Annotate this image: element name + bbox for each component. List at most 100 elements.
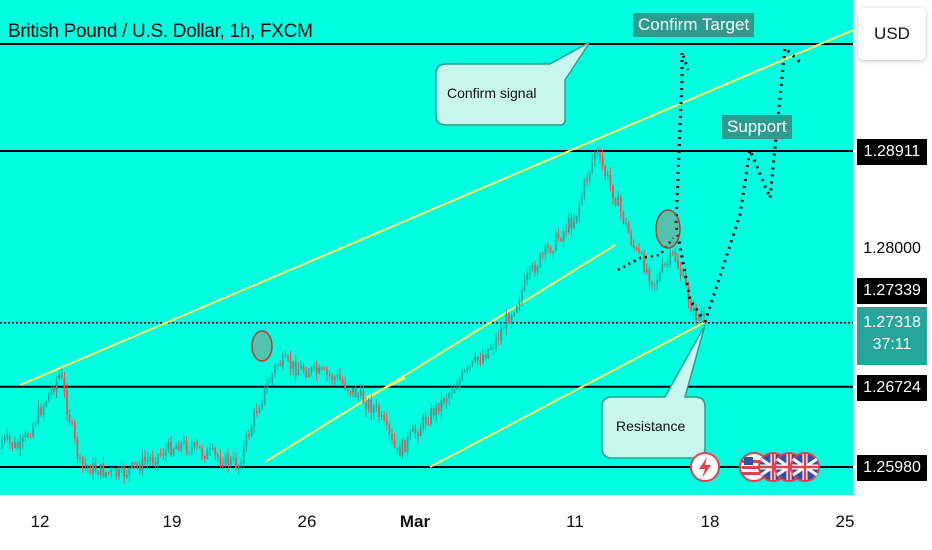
- candle-body: [697, 315, 700, 321]
- candle-body: [669, 252, 672, 264]
- time-tick-label: 11: [566, 512, 584, 531]
- candle-body: [684, 274, 687, 286]
- candle-body: [34, 423, 37, 425]
- chart-title: British Pound / U.S. Dollar, 1h, FXCM: [8, 21, 313, 42]
- candle-body: [627, 222, 630, 234]
- candle-body: [370, 399, 373, 413]
- candle-body: [107, 471, 110, 473]
- plot-area[interactable]: British Pound / U.S. Dollar, 1h, FXCM Co…: [0, 0, 853, 495]
- candle-body: [474, 356, 477, 361]
- price-level-label: 1.27339: [857, 278, 927, 304]
- candle-body: [232, 457, 235, 459]
- candle-body: [396, 447, 399, 449]
- candle-body: [196, 442, 198, 446]
- resistance-label: Resistance: [616, 418, 686, 434]
- candle-body: [263, 387, 266, 403]
- candle-body: [695, 306, 698, 321]
- candle-body: [193, 442, 196, 447]
- candle-body: [580, 195, 583, 205]
- candle-body: [24, 433, 27, 438]
- candle-body: [21, 437, 24, 442]
- projection-confirm-target: [674, 51, 707, 323]
- candle-body: [526, 275, 529, 280]
- candle-body: [224, 453, 227, 467]
- candle-body: [674, 252, 677, 262]
- candle-body: [461, 371, 464, 380]
- candle-body: [92, 462, 94, 475]
- candle-body: [203, 455, 206, 460]
- candle-body: [323, 368, 326, 370]
- candle-body: [164, 449, 167, 456]
- candle-body: [497, 338, 500, 340]
- candle-body: [528, 268, 531, 276]
- candle-body: [162, 454, 165, 456]
- candle-body: [500, 328, 503, 340]
- highlight-circle: [251, 330, 273, 362]
- candle-body: [99, 463, 102, 476]
- candle-body: [253, 411, 256, 427]
- candle-body: [271, 373, 274, 382]
- candle-body: [703, 312, 705, 316]
- candle-body: [383, 414, 386, 421]
- candle-body: [588, 171, 591, 181]
- projection-support: [703, 44, 802, 323]
- candle-body: [86, 465, 89, 467]
- uk-flag-icon[interactable]: [790, 452, 820, 482]
- candle-body: [596, 152, 599, 154]
- candle-body: [53, 387, 55, 392]
- candle-body: [547, 245, 549, 248]
- candle-body: [190, 446, 193, 453]
- candle-body: [14, 442, 16, 448]
- candle-body: [515, 305, 518, 313]
- candle-body: [575, 215, 578, 221]
- candle-body: [443, 398, 445, 403]
- candles: [1, 146, 705, 485]
- candle-body: [401, 439, 404, 457]
- candle-body: [302, 365, 305, 372]
- candle-body: [440, 398, 443, 412]
- candle-body: [651, 281, 653, 285]
- candle-body: [539, 253, 542, 267]
- candle-body: [404, 439, 406, 453]
- candle-body: [560, 238, 562, 241]
- candle-body: [112, 468, 115, 470]
- time-tick-label: 12: [30, 512, 50, 531]
- candle-body: [294, 361, 297, 376]
- price-level-label: 1.28911: [857, 139, 927, 165]
- candle-body: [16, 442, 19, 449]
- candle-body: [146, 459, 149, 462]
- candle-body: [419, 428, 422, 437]
- candle-body: [151, 457, 154, 462]
- candle-body: [183, 440, 185, 443]
- projection-paths: [617, 44, 802, 323]
- candle-body: [170, 441, 172, 456]
- candle-body: [310, 367, 313, 374]
- candle-body: [47, 393, 50, 402]
- channel-lines: [19, 29, 853, 468]
- flash-icon[interactable]: [690, 452, 720, 482]
- candle-body: [50, 387, 53, 394]
- candle-body: [188, 452, 191, 454]
- candle-body: [1, 440, 3, 449]
- candle-body: [645, 268, 648, 273]
- candle-body: [123, 466, 126, 477]
- candle-body: [354, 388, 357, 398]
- candle-body: [339, 374, 341, 381]
- currency-button[interactable]: USD: [858, 8, 926, 60]
- candle-body: [422, 416, 425, 429]
- candle-body: [614, 198, 617, 206]
- candle-body: [567, 218, 570, 232]
- candle-body: [424, 416, 427, 424]
- candle-body: [687, 285, 690, 302]
- candle-body: [679, 268, 682, 277]
- candle-body: [479, 360, 482, 363]
- candle-body: [536, 266, 539, 273]
- candle-body: [612, 185, 614, 199]
- candle-body: [484, 354, 487, 359]
- candle-body: [398, 447, 401, 457]
- trend-channel-line: [264, 244, 616, 463]
- candle-body: [372, 407, 375, 413]
- candle-body: [523, 279, 526, 291]
- candle-body: [630, 233, 633, 245]
